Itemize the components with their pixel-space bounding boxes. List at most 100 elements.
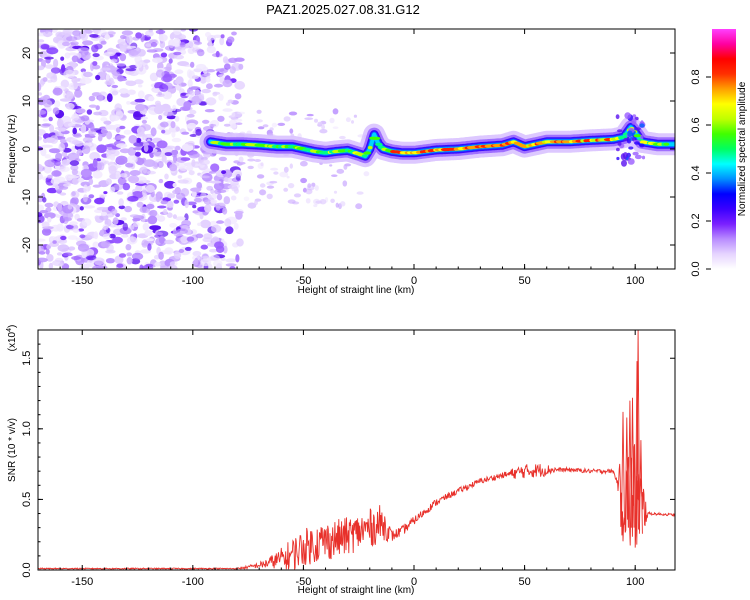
noise-blob	[204, 204, 212, 213]
ridge-spread-blob	[627, 130, 633, 137]
noise-blob	[247, 202, 257, 209]
noise-blob	[329, 164, 333, 167]
noise-blob	[157, 205, 167, 209]
noise-blob	[80, 168, 92, 178]
noise-blob	[113, 184, 124, 191]
noise-blob	[155, 29, 166, 35]
noise-blob	[83, 194, 88, 203]
ridge-spread-blob	[634, 141, 640, 145]
noise-blob	[67, 204, 73, 210]
noise-blob	[97, 135, 103, 142]
noise-blob	[52, 240, 57, 244]
noise-blob	[194, 89, 200, 96]
noise-blob	[155, 69, 165, 78]
noise-blob	[115, 134, 126, 139]
noise-blob	[88, 104, 97, 108]
noise-blob	[135, 185, 143, 192]
noise-blob	[218, 93, 224, 101]
noise-blob	[38, 238, 46, 242]
noise-blob	[77, 177, 84, 183]
noise-blob	[231, 186, 239, 192]
noise-blob	[234, 80, 246, 90]
noise-blob	[205, 77, 211, 83]
noise-blob	[103, 52, 115, 57]
noise-blob	[169, 223, 178, 228]
noise-blob	[65, 103, 75, 110]
noise-blob	[40, 144, 53, 148]
noise-blob	[106, 131, 113, 140]
noise-blob	[115, 127, 121, 133]
noise-blob	[231, 31, 237, 36]
ridge-spread-blob	[632, 151, 639, 156]
noise-blob	[44, 137, 56, 143]
noise-blob	[332, 108, 339, 115]
noise-blob	[206, 69, 216, 73]
noise-blob	[233, 160, 240, 164]
noise-blob	[336, 168, 345, 174]
noise-blob	[92, 53, 100, 58]
noise-blob	[209, 153, 216, 157]
noise-blob	[111, 90, 119, 96]
noise-blob	[139, 166, 149, 175]
noise-blob	[44, 56, 54, 60]
noise-blob	[136, 201, 144, 208]
noise-blob	[46, 47, 59, 55]
ridge-spread-blob	[621, 159, 627, 167]
noise-blob	[333, 190, 338, 194]
noise-blob	[39, 210, 48, 214]
noise-blob	[120, 217, 127, 221]
snr-spikes	[621, 330, 643, 534]
noise-blob	[174, 116, 180, 122]
ridge-spread-blob	[622, 152, 629, 159]
noise-blob	[169, 163, 178, 172]
noise-blob	[186, 236, 195, 242]
ridge-spread-blob	[641, 155, 646, 160]
noise-blob	[153, 151, 165, 158]
ridge-hotspot	[663, 142, 670, 146]
noise-blob	[146, 48, 155, 53]
noise-blob	[235, 122, 243, 125]
noise-blob	[218, 156, 227, 162]
noise-blob	[121, 234, 129, 238]
noise-blob	[38, 92, 42, 96]
noise-blob	[41, 228, 52, 236]
noise-blob	[206, 185, 214, 191]
noise-blob	[161, 129, 166, 134]
noise-blob	[179, 41, 186, 48]
noise-blob	[319, 199, 327, 205]
noise-blob	[44, 159, 56, 168]
noise-blob	[60, 56, 65, 61]
noise-blob	[71, 256, 81, 260]
noise-blob	[305, 188, 313, 195]
noise-blob	[96, 158, 101, 162]
noise-blob	[314, 185, 319, 191]
noise-blob	[160, 265, 170, 269]
noise-blob	[52, 87, 63, 96]
noise-blob	[224, 63, 231, 70]
colorbar-tick-label: 0.0	[690, 261, 702, 276]
ridge-spread-blob	[633, 127, 641, 131]
noise-blob	[225, 263, 237, 267]
noise-blob	[115, 155, 128, 165]
noise-blob	[283, 166, 289, 173]
noise-blob	[119, 173, 128, 178]
noise-blob	[96, 144, 107, 153]
noise-blob	[44, 29, 49, 34]
noise-blob	[69, 160, 80, 166]
noise-blob	[213, 34, 223, 38]
noise-blob	[86, 259, 96, 268]
noise-blob	[119, 148, 131, 154]
noise-blob	[83, 71, 93, 78]
noise-blob	[103, 120, 112, 125]
noise-blob	[67, 122, 76, 127]
noise-blob	[115, 110, 124, 120]
noise-blob	[135, 32, 143, 39]
noise-blob	[122, 222, 128, 231]
colorbar: 0.0 0.2 0.4 0.6 0.8 Normalized spectral ampl…	[690, 29, 748, 277]
noise-blob	[61, 31, 72, 36]
ridge-hotspot	[367, 146, 373, 150]
noise-blob	[92, 61, 98, 66]
snr-spike	[636, 330, 641, 531]
noise-blob	[176, 228, 189, 234]
